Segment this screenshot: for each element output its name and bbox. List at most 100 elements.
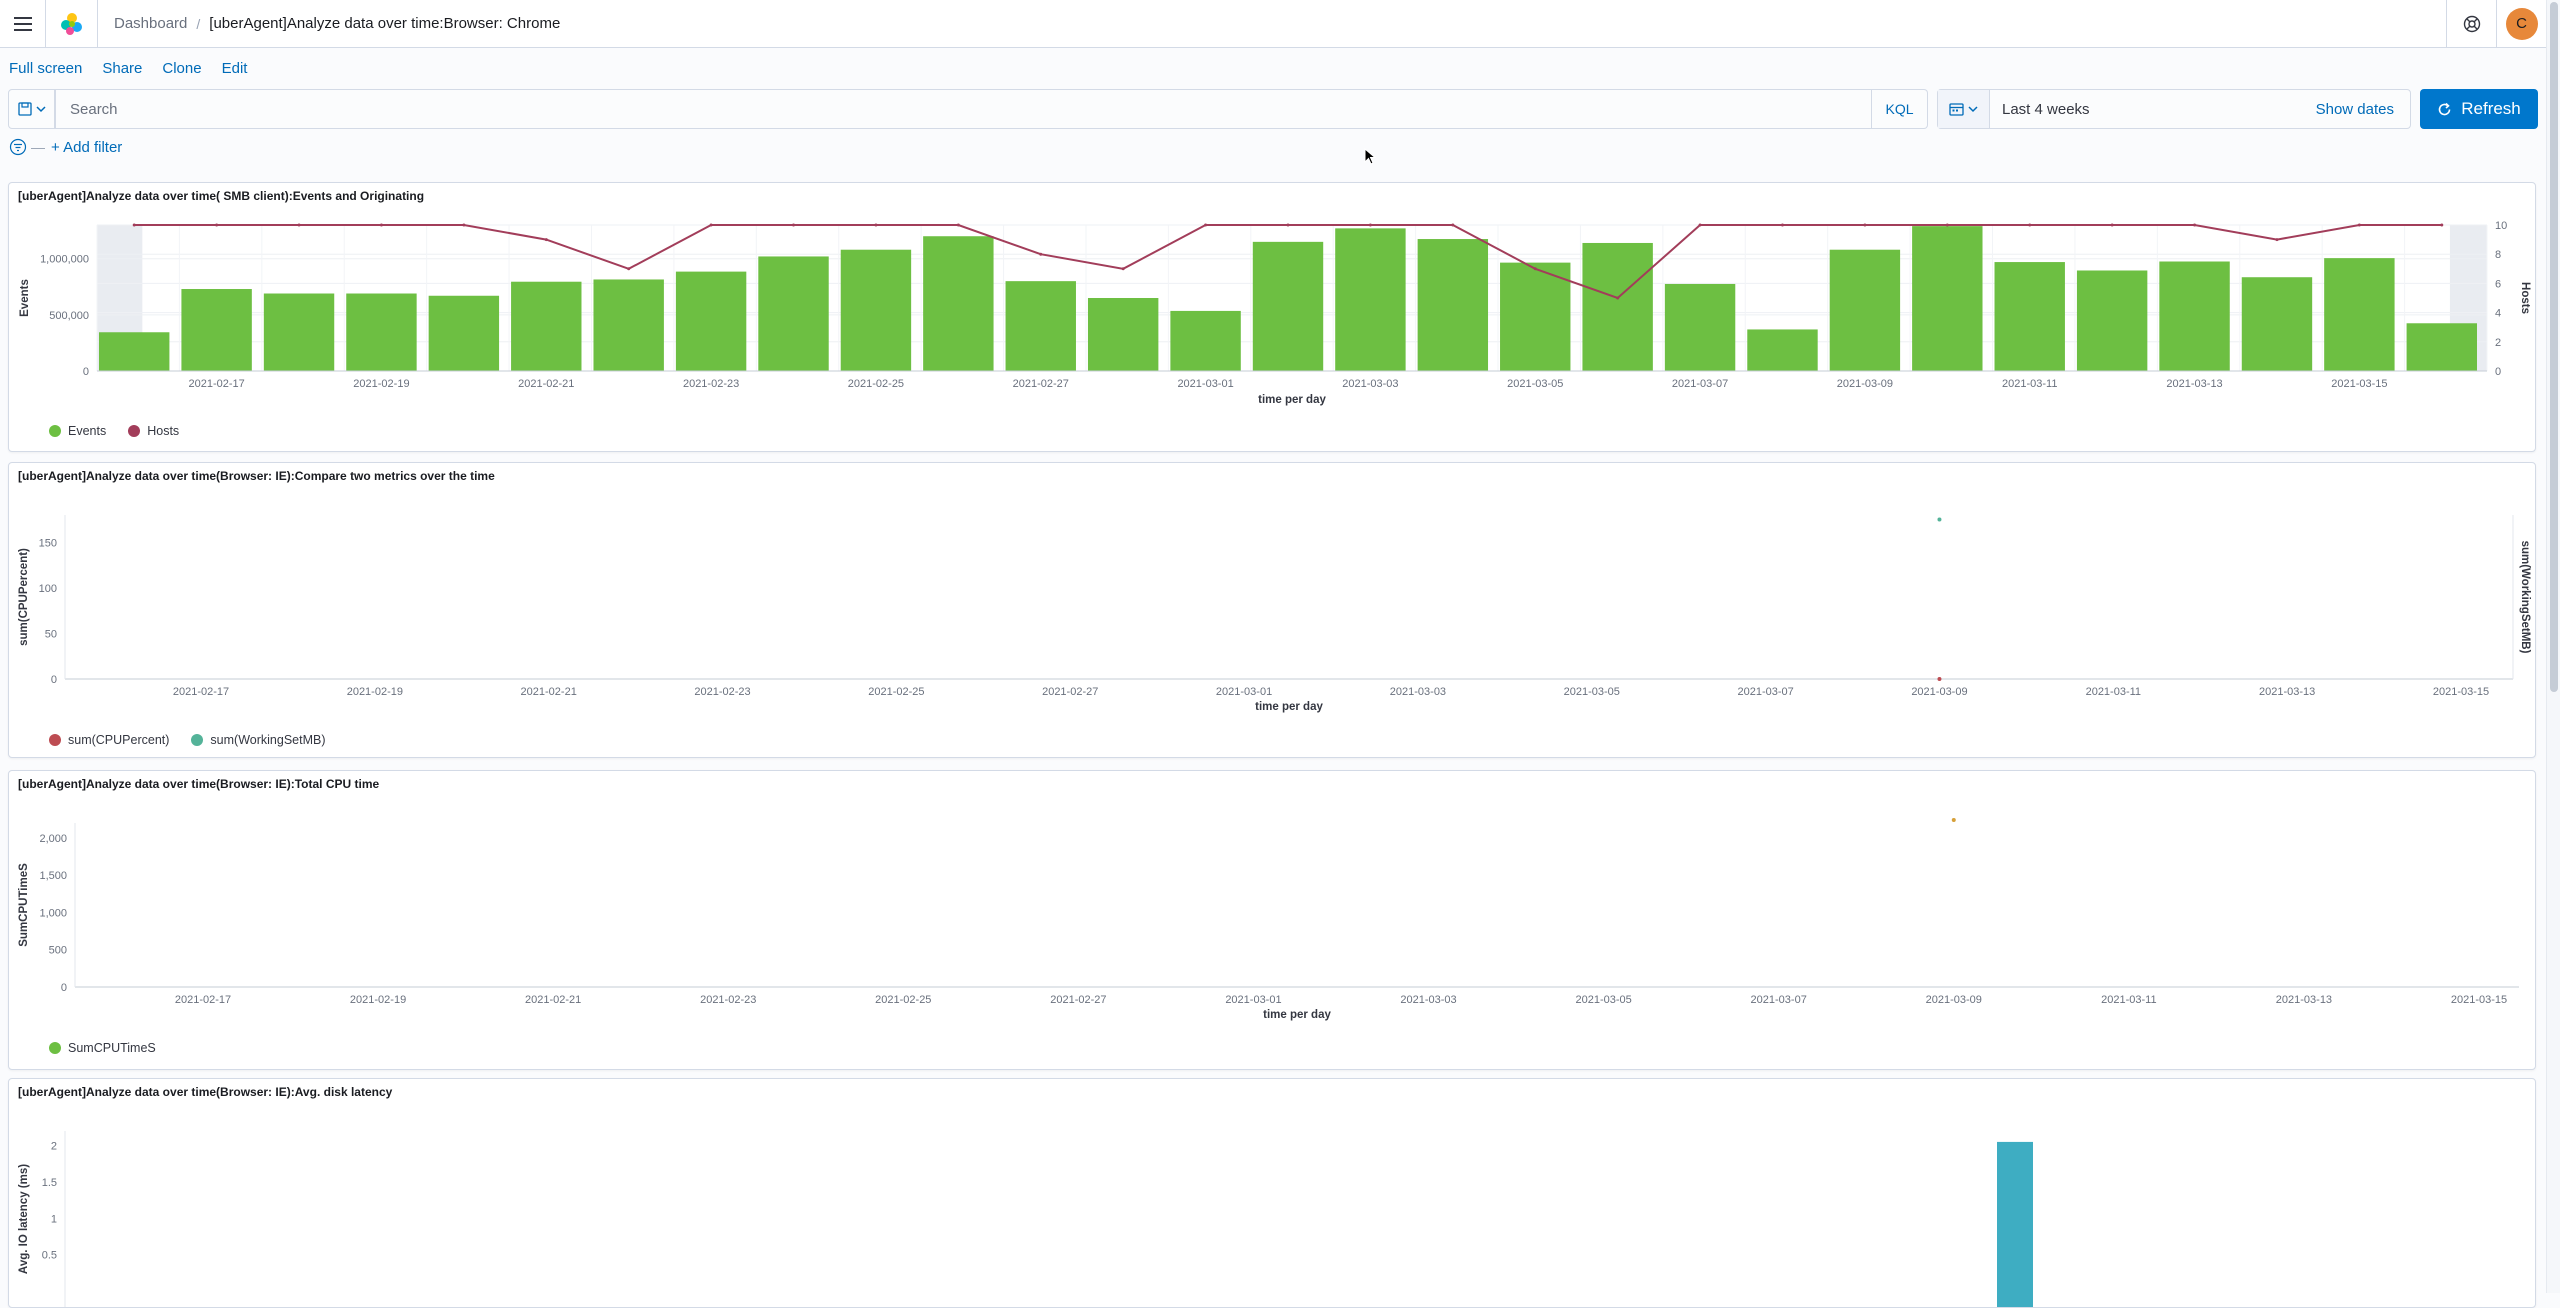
- saved-query-button[interactable]: [9, 90, 55, 128]
- y-tick-label: 0.5: [42, 1250, 57, 1262]
- point-hosts: [709, 223, 713, 227]
- date-range-value[interactable]: Last 4 weeks: [2002, 100, 2090, 118]
- chevron-down-icon: [1968, 105, 1978, 112]
- refresh-icon: [2438, 102, 2451, 115]
- panel-disk-latency: [uberAgent]Analyze data over time(Browse…: [8, 1078, 2536, 1308]
- x-tick-label: 2021-02-23: [683, 378, 739, 390]
- x-tick-label: 2021-03-07: [1737, 686, 1793, 698]
- quick-select-button[interactable]: [1938, 90, 1990, 128]
- legend-dot: [128, 425, 141, 437]
- x-tick-label: 2021-03-01: [1225, 994, 1281, 1006]
- point-hosts: [2028, 223, 2032, 227]
- x-tick-label: 2021-03-09: [1837, 378, 1893, 390]
- bar-events: [593, 279, 664, 371]
- point-hosts: [2193, 223, 2197, 227]
- y-tick-label: 150: [39, 537, 57, 549]
- bar-events: [2076, 270, 2148, 371]
- data-point: [1951, 818, 1956, 823]
- y-axis-title: Avg. IO latency (ms): [18, 1164, 30, 1274]
- x-tick-label: 2021-02-19: [353, 378, 409, 390]
- x-tick-label: 2021-03-01: [1177, 378, 1233, 390]
- point-hosts: [132, 223, 136, 227]
- bar-events: [1994, 262, 2065, 371]
- legend-dot: [49, 734, 61, 746]
- x-tick-label: 2021-03-11: [2086, 686, 2141, 698]
- x-tick-label: 2021-03-13: [2259, 686, 2315, 698]
- point-hosts: [544, 238, 548, 242]
- x-tick-label: 2021-03-15: [2331, 378, 2387, 390]
- avatar: C: [2505, 7, 2538, 40]
- cpu-time-chart: 0 500 1,000 1,500 2,000 2021-02-17 2021-02-19 2…: [18, 818, 2519, 1021]
- point-hosts: [627, 267, 631, 271]
- legend-label: sum(CPUPercent): [68, 733, 170, 747]
- legend-item-cpupercent[interactable]: sum(CPUPercent): [49, 733, 169, 747]
- menu-button[interactable]: [0, 0, 46, 48]
- chart-legend: Events Hosts: [49, 424, 179, 438]
- legend-item-events[interactable]: Events: [49, 424, 106, 438]
- y2-tick-label: 4: [2495, 308, 2501, 320]
- point-hosts: [2440, 223, 2444, 227]
- filter-separator: —: [31, 139, 45, 155]
- refresh-button[interactable]: Refresh: [2420, 89, 2538, 129]
- bar-events: [1829, 249, 1901, 371]
- elastic-logo[interactable]: [46, 0, 98, 48]
- full-screen-link[interactable]: Full screen: [9, 60, 83, 77]
- x-tick-label: 2021-03-15: [2433, 686, 2489, 698]
- point-hosts: [1863, 223, 1867, 227]
- y-tick-label: 2: [51, 1141, 57, 1153]
- bar-events: [2324, 258, 2395, 371]
- legend-item-sumcputimes[interactable]: SumCPUTimeS: [49, 1041, 156, 1055]
- y-tick-label: 1.5: [42, 1177, 57, 1189]
- x-tick-label: 2021-02-21: [518, 378, 574, 390]
- point-hosts: [1698, 223, 1702, 227]
- bar-events: [840, 249, 912, 371]
- x-tick-label: 2021-02-17: [188, 378, 244, 390]
- point-hosts: [215, 223, 219, 227]
- x-tick-label: 2021-02-23: [694, 686, 750, 698]
- y-tick-label: 1,000,000: [40, 254, 89, 266]
- user-menu[interactable]: C: [2496, 0, 2546, 48]
- mouse-cursor-icon: [1364, 148, 1376, 165]
- x-tick-label: 2021-03-03: [1390, 686, 1446, 698]
- y2-tick-label: 8: [2495, 249, 2501, 261]
- bar-events: [2241, 277, 2313, 371]
- page-scrollbar[interactable]: [2546, 0, 2560, 1293]
- x-tick-label: 2021-03-15: [2451, 994, 2507, 1006]
- bar-io-latency: [1997, 1141, 2033, 1307]
- x-tick-label: 2021-03-13: [2276, 994, 2332, 1006]
- y-tick-label: 1,500: [39, 870, 67, 882]
- panel-title: [uberAgent]Analyze data over time( SMB c…: [18, 189, 425, 203]
- bar-events: [428, 295, 500, 371]
- x-axis-title: time per day: [1258, 394, 1326, 406]
- filter-options-icon[interactable]: [9, 138, 27, 156]
- bar-events: [1005, 281, 1076, 371]
- point-hosts: [874, 223, 878, 227]
- legend-label: SumCPUTimeS: [68, 1041, 156, 1055]
- scrollbar-thumb[interactable]: [2550, 2, 2558, 692]
- show-dates-link[interactable]: Show dates: [2315, 100, 2394, 118]
- y-tick-label: 500: [49, 945, 67, 957]
- bar-events: [675, 271, 747, 371]
- add-filter-button[interactable]: + Add filter: [51, 138, 123, 156]
- breadcrumb-dashboard[interactable]: Dashboard: [114, 15, 188, 32]
- legend-label: Events: [68, 424, 107, 438]
- legend-label: sum(WorkingSetMB): [210, 733, 326, 747]
- y-axis-title: Events: [19, 279, 31, 317]
- legend-item-workingsetmb[interactable]: sum(WorkingSetMB): [191, 733, 326, 747]
- y-tick-label: 1: [51, 1213, 57, 1225]
- point-hosts: [1204, 223, 1208, 227]
- x-tick-label: 2021-03-11: [2002, 378, 2057, 390]
- search-input[interactable]: Search: [56, 89, 1872, 129]
- help-button[interactable]: [2446, 0, 2496, 48]
- x-tick-label: 2021-02-27: [1042, 686, 1098, 698]
- bar-events: [511, 281, 582, 371]
- legend-item-hosts[interactable]: Hosts: [128, 424, 179, 438]
- clone-link[interactable]: Clone: [162, 60, 202, 77]
- panel-title: [uberAgent]Analyze data over time(Browse…: [18, 469, 495, 483]
- point-hosts: [379, 223, 383, 227]
- kql-toggle[interactable]: KQL: [1872, 89, 1928, 129]
- share-link[interactable]: Share: [102, 60, 143, 77]
- bar-events: [758, 256, 829, 371]
- edit-link[interactable]: Edit: [221, 60, 248, 77]
- save-icon: [17, 102, 32, 116]
